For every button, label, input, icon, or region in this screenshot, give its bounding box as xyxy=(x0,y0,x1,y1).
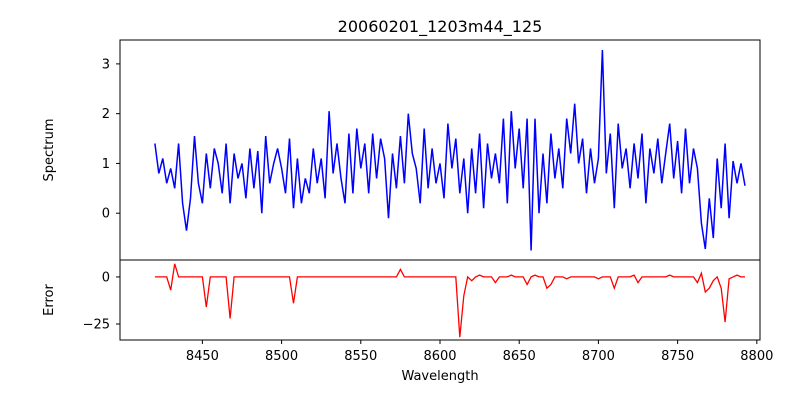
xtick-label: 8550 xyxy=(344,349,377,364)
xtick-label: 8700 xyxy=(582,349,615,364)
spectrum-ytick-label: 1 xyxy=(102,157,110,172)
spectrum-axes-frame xyxy=(119,39,761,261)
xtick-label: 8500 xyxy=(265,349,298,364)
error-series-line xyxy=(154,263,745,338)
xtick-label: 8800 xyxy=(740,349,773,364)
error-ytick-label: 0 xyxy=(102,270,110,285)
spectrum-ytick-label: 3 xyxy=(102,57,110,72)
error-ylabel: Error xyxy=(42,284,57,316)
xtick-label: 8600 xyxy=(423,349,456,364)
x-axis-label: Wavelength xyxy=(401,369,478,384)
spectrum-ylabel: Spectrum xyxy=(42,119,57,182)
xtick-label: 8750 xyxy=(661,349,694,364)
spectrum-axes: 0 1 2 3 Spectrum xyxy=(42,39,761,261)
spectrum-ytick-label: 2 xyxy=(102,107,110,122)
spectrum-ytick-label: 0 xyxy=(102,207,110,222)
error-axes-frame xyxy=(119,259,761,341)
error-ytick-label: −25 xyxy=(83,318,110,333)
xtick-label: 8650 xyxy=(503,349,536,364)
xtick-label: 8450 xyxy=(186,349,219,364)
error-axes: 0 −25 8450 8500 8550 8600 8650 8700 8750 8800 Err… xyxy=(42,259,773,384)
spectrum-series-line xyxy=(154,49,746,251)
chart-title: 20060201_1203m44_125 xyxy=(338,17,543,37)
